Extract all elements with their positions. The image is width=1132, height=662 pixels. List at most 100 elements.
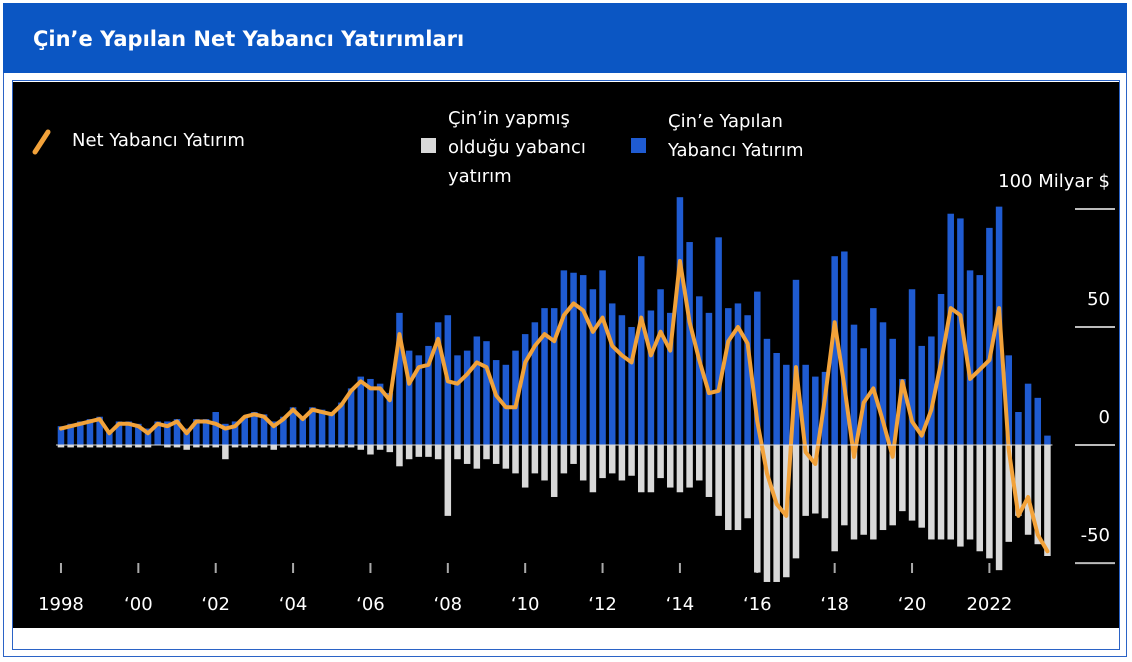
bar <box>415 355 423 446</box>
bar <box>193 445 200 448</box>
bar <box>106 445 113 448</box>
bar <box>550 445 558 497</box>
bar <box>367 378 374 446</box>
bar <box>792 279 800 446</box>
x-tick-label: 2022 <box>966 594 1012 615</box>
bar <box>928 445 935 540</box>
bar <box>96 445 103 448</box>
bar <box>812 445 819 514</box>
bar <box>734 303 742 446</box>
bar <box>202 445 210 448</box>
bar <box>347 388 355 446</box>
bar <box>115 445 123 448</box>
bar <box>1034 397 1042 446</box>
bar <box>86 419 94 446</box>
bar <box>608 445 616 474</box>
bar <box>299 445 306 448</box>
bar <box>396 312 403 446</box>
bar <box>86 445 94 448</box>
bar <box>425 445 432 457</box>
bar <box>454 355 461 446</box>
bar <box>521 334 529 446</box>
bar <box>183 445 190 450</box>
bar <box>686 445 693 488</box>
bar <box>1015 412 1022 446</box>
bar <box>231 445 239 448</box>
bar <box>628 445 635 476</box>
bar <box>850 324 858 446</box>
y-tick-label: 0 <box>1099 407 1110 428</box>
bar <box>579 445 587 481</box>
x-tick-label: ‘16 <box>743 594 772 615</box>
legend-label: Çin’e Yapılan Yabancı Yatırım <box>668 111 804 161</box>
bar <box>386 445 394 453</box>
x-tick-label: ‘00 <box>124 594 153 615</box>
legend-swatch <box>631 138 646 153</box>
bar <box>792 445 800 559</box>
bar <box>744 315 751 446</box>
bar <box>357 445 365 450</box>
bar <box>512 445 519 474</box>
bar <box>841 445 848 526</box>
legend-swatch <box>421 138 436 153</box>
bar <box>328 445 336 448</box>
bar <box>212 412 219 446</box>
bar <box>705 312 713 446</box>
bar <box>483 445 490 460</box>
bar <box>870 308 877 446</box>
bar <box>270 445 277 450</box>
bar <box>396 445 403 467</box>
x-tick-label: ‘18 <box>820 594 849 615</box>
bar <box>957 218 964 446</box>
bar <box>154 421 161 446</box>
bar <box>531 445 539 474</box>
bar <box>570 272 577 446</box>
bar <box>599 445 606 479</box>
bar <box>531 322 539 446</box>
bar <box>222 445 229 460</box>
bar <box>260 445 268 448</box>
bar <box>947 445 954 540</box>
bar <box>976 275 983 446</box>
bar <box>541 308 548 446</box>
bar <box>241 445 248 448</box>
bar <box>386 393 394 446</box>
x-tick-label: ‘04 <box>279 594 308 615</box>
bar <box>744 445 751 519</box>
bar <box>947 213 954 446</box>
legend-line <box>32 129 51 155</box>
bar <box>850 445 858 540</box>
bar <box>918 445 925 528</box>
bar <box>251 445 258 448</box>
bar <box>589 445 597 493</box>
bar <box>405 445 413 460</box>
bar <box>754 445 761 573</box>
bar <box>879 322 887 446</box>
bar <box>647 445 655 493</box>
bar <box>705 445 713 497</box>
bar <box>1024 383 1032 446</box>
bar <box>173 445 181 448</box>
bar <box>560 270 568 446</box>
bar <box>715 445 722 516</box>
bar <box>696 445 703 481</box>
bar <box>280 416 287 446</box>
bar <box>173 419 181 446</box>
legend-label: Net Yabancı Yatırım <box>72 130 245 151</box>
bar <box>918 345 925 446</box>
bar <box>1024 445 1032 535</box>
panel <box>12 80 1120 650</box>
bar <box>541 445 548 481</box>
bar <box>831 445 838 552</box>
bar <box>125 421 132 446</box>
bar <box>67 423 74 446</box>
bar <box>135 445 142 448</box>
bar <box>347 445 355 448</box>
bar <box>222 423 229 446</box>
bar <box>1015 445 1022 516</box>
bar <box>57 445 65 448</box>
bar <box>773 445 780 582</box>
bar <box>928 336 935 446</box>
